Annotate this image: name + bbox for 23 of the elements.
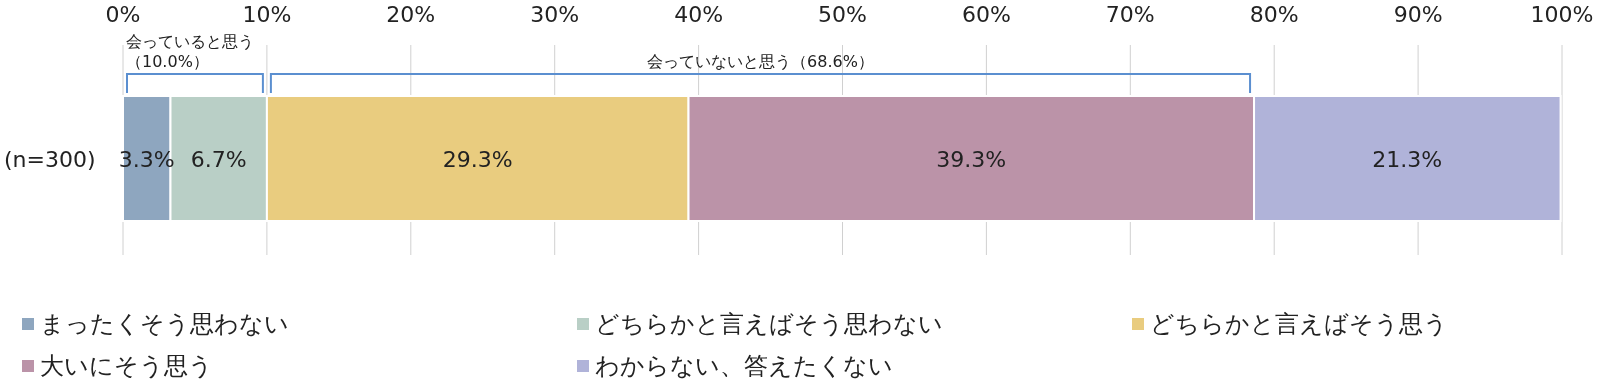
y-tick-label: (n=300) <box>4 146 96 172</box>
data-label: 21.3% <box>1372 146 1443 172</box>
legend-label: わからない、答えたくない <box>595 352 893 380</box>
legend-label: どちらかと言えばそう思わない <box>595 310 943 338</box>
x-tick-label: 30% <box>530 2 580 27</box>
legend-label: まったくそう思わない <box>40 310 289 338</box>
x-tick-label: 10% <box>242 2 292 27</box>
x-tick-label: 20% <box>386 2 436 27</box>
legend-label: どちらかと言えばそう思う <box>1150 310 1448 338</box>
legend-label: 大いにそう思う <box>40 352 213 380</box>
data-label: 6.7% <box>190 146 247 172</box>
x-tick-label: 0% <box>105 2 141 27</box>
annotation: 会っていると思う（10.0%） <box>126 32 254 71</box>
data-label: 29.3% <box>442 146 513 172</box>
x-tick-label: 40% <box>674 2 724 27</box>
x-tick-label: 70% <box>1105 2 1155 27</box>
x-tick-label: 50% <box>818 2 867 27</box>
x-tick-label: 100% <box>1530 2 1594 27</box>
data-label: 39.3% <box>936 146 1007 172</box>
x-tick-label: 80% <box>1249 2 1299 27</box>
x-tick-label: 90% <box>1393 2 1443 27</box>
annotation: 会っていないと思う（68.6%） <box>647 52 874 71</box>
x-tick-label: 60% <box>961 2 1011 27</box>
